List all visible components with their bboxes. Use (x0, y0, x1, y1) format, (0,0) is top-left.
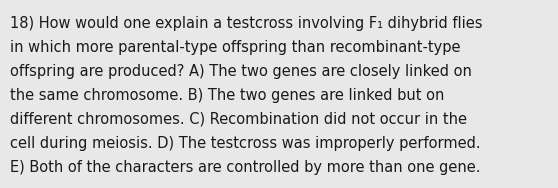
Text: cell during meiosis. D) The testcross was improperly performed.: cell during meiosis. D) The testcross wa… (10, 136, 480, 151)
Text: in which more parental-type offspring than recombinant-type: in which more parental-type offspring th… (10, 40, 460, 55)
Text: 18) How would one explain a testcross involving F₁ dihybrid flies: 18) How would one explain a testcross in… (10, 16, 483, 31)
Text: E) Both of the characters are controlled by more than one gene.: E) Both of the characters are controlled… (10, 160, 480, 175)
Text: different chromosomes. C) Recombination did not occur in the: different chromosomes. C) Recombination … (10, 112, 467, 127)
Text: offspring are produced? A) The two genes are closely linked on: offspring are produced? A) The two genes… (10, 64, 472, 79)
Text: the same chromosome. B) The two genes are linked but on: the same chromosome. B) The two genes ar… (10, 88, 444, 103)
